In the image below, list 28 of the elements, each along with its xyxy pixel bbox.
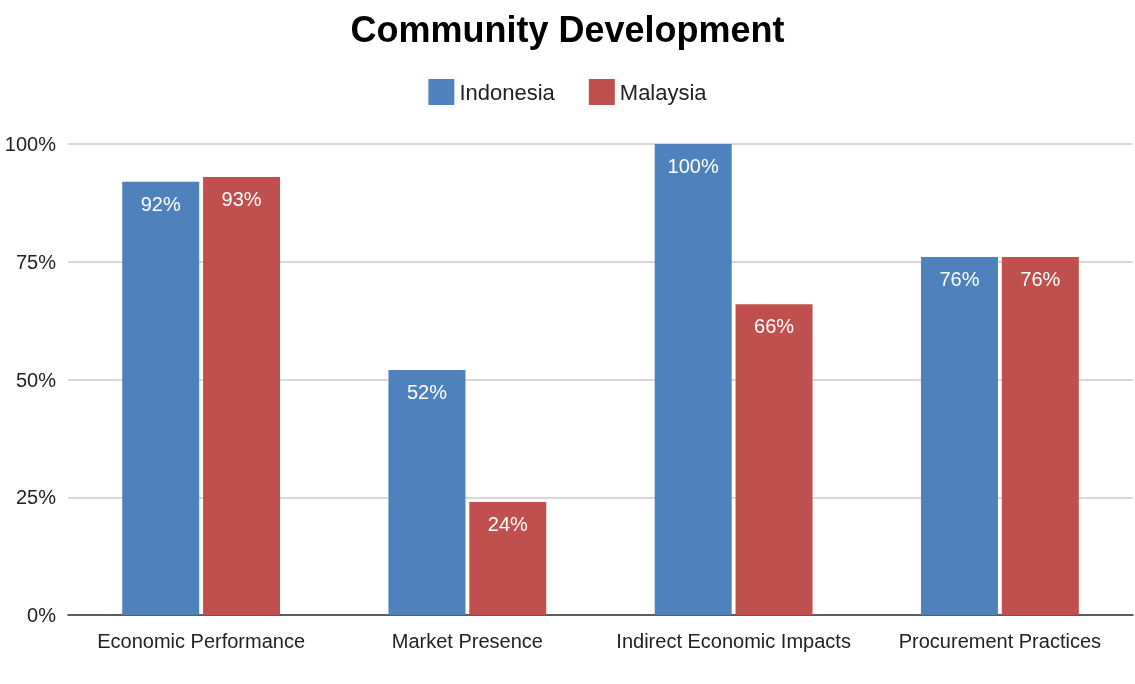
- legend-label: Indonesia: [459, 79, 556, 105]
- y-tick-label: 100%: [4, 133, 57, 155]
- bar: [654, 144, 732, 615]
- bar: [920, 257, 998, 615]
- legend-label: Malaysia: [619, 79, 708, 105]
- x-tick-label: Procurement Practices: [898, 630, 1102, 652]
- data-label: 92%: [140, 192, 181, 215]
- data-label: 76%: [939, 268, 980, 291]
- y-tick-label: 50%: [15, 368, 57, 391]
- bar: [1001, 257, 1079, 615]
- bar: [735, 304, 813, 615]
- data-label: 52%: [406, 381, 448, 404]
- data-label: 24%: [487, 512, 529, 535]
- bar: [469, 501, 547, 615]
- data-label: 100%: [667, 155, 719, 177]
- data-label: 93%: [221, 187, 262, 210]
- data-label: 66%: [754, 315, 795, 338]
- y-tick-label: 0%: [27, 604, 57, 626]
- bar: [388, 370, 466, 615]
- chart-title: Community Development: [350, 8, 785, 50]
- y-tick-label: 25%: [15, 486, 57, 509]
- y-tick-label: 75%: [15, 250, 57, 273]
- x-tick-label: Economic Performance: [97, 630, 306, 652]
- data-label: 76%: [1020, 268, 1061, 291]
- x-tick-label: Indirect Economic Impacts: [616, 630, 851, 652]
- x-tick-label: Market Presence: [391, 630, 543, 652]
- bar: [203, 176, 281, 615]
- bar: [122, 181, 200, 615]
